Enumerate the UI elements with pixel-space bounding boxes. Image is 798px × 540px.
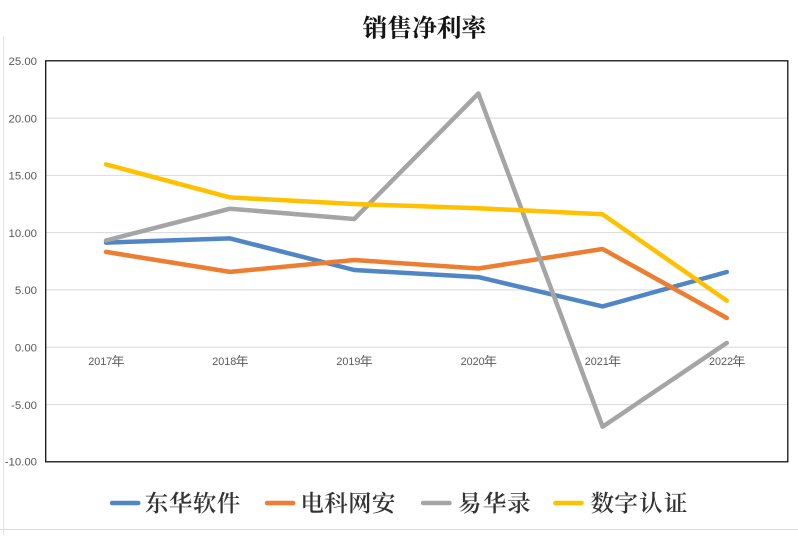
svg-text:10.00: 10.00 — [8, 228, 37, 240]
svg-text:2019: 2019 — [336, 356, 360, 368]
svg-text:-5.00: -5.00 — [11, 400, 37, 412]
svg-text:15.00: 15.00 — [8, 171, 37, 183]
svg-text:2017: 2017 — [88, 356, 112, 368]
svg-text:2022: 2022 — [709, 356, 733, 368]
svg-text:25.00: 25.00 — [8, 56, 37, 68]
svg-text:2020: 2020 — [461, 356, 485, 368]
svg-text:2018: 2018 — [212, 356, 236, 368]
svg-text:2021: 2021 — [585, 356, 609, 368]
svg-text:0.00: 0.00 — [15, 343, 37, 355]
svg-text:20.00: 20.00 — [8, 113, 37, 125]
svg-text:5.00: 5.00 — [15, 285, 37, 297]
svg-text:-10.00: -10.00 — [5, 457, 37, 469]
